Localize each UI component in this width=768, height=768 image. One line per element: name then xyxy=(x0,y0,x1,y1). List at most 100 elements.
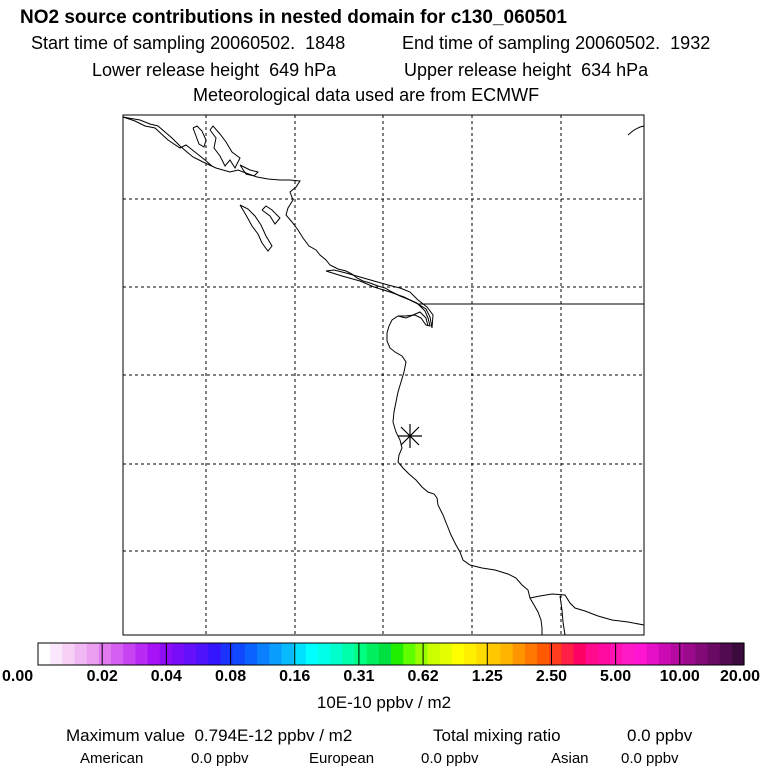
coastline-inlet-north xyxy=(122,116,213,167)
colorbar-tick-label: 0.04 xyxy=(150,668,182,685)
colorbar-cell xyxy=(610,643,623,665)
colorbar-tick-label: 2.50 xyxy=(535,668,568,685)
colorbar-cell xyxy=(427,643,441,665)
coastline-island-5 xyxy=(239,164,259,177)
coastline-southeast-inlet xyxy=(529,593,645,626)
colorbar-cell xyxy=(184,643,197,665)
colorbar-frame xyxy=(37,642,745,666)
coastline-sound xyxy=(397,311,429,327)
maximum-value-label: Maximum value 0.794E-12 ppbv / m2 xyxy=(66,726,353,745)
colorbar-cell xyxy=(658,643,672,665)
plot-title: NO2 source contributions in nested domai… xyxy=(20,7,567,28)
total-mixing-label: Total mixing ratio xyxy=(433,726,561,745)
colorbar-cell xyxy=(512,643,526,665)
colorbar-unit-label: 10E-10 ppbv / m2 xyxy=(316,693,452,712)
coastline-peninsula xyxy=(325,269,434,329)
colorbar-cell xyxy=(719,643,733,665)
colorbar-cell xyxy=(476,643,489,665)
colorbar-cell xyxy=(86,643,100,665)
colorbar-cell xyxy=(98,643,112,665)
colorbar-cell xyxy=(415,643,429,665)
coastline-northeast xyxy=(627,125,645,136)
european-value: 0.0 ppbv xyxy=(421,750,479,767)
coastline-island-4 xyxy=(261,205,281,225)
colorbar-cell xyxy=(707,643,721,665)
coastline-southeast-2 xyxy=(559,595,566,636)
colorbar-cell xyxy=(50,643,63,665)
colorbar-cell xyxy=(342,643,356,665)
european-label: European xyxy=(309,750,375,767)
lower-release-label: Lower release height 649 hPa xyxy=(92,60,337,80)
colorbar-cell xyxy=(670,643,684,665)
colorbar-cell xyxy=(244,643,258,665)
coastlines xyxy=(122,116,645,636)
colorbar-tick-label: 0.62 xyxy=(407,668,439,685)
colorbar-cell xyxy=(293,643,307,665)
upper-release-label: Upper release height 634 hPa xyxy=(404,60,649,80)
colorbar-cell xyxy=(135,643,149,665)
colorbar-cell xyxy=(439,643,453,665)
colorbar-cell xyxy=(403,643,416,665)
colorbar-cells xyxy=(38,643,745,665)
colorbar-tick-label: 20.00 xyxy=(719,668,760,685)
colorbar-cell xyxy=(330,643,343,665)
colorbar-cell xyxy=(378,643,392,665)
coastline-island-3 xyxy=(239,204,273,252)
total-mixing-value: 0.0 ppbv xyxy=(627,726,693,745)
colorbar-cell xyxy=(537,643,550,665)
colorbar-cell xyxy=(695,643,709,665)
colorbar-cell xyxy=(220,643,234,665)
colorbar-cell xyxy=(731,643,745,665)
colorbar-cell xyxy=(488,643,502,665)
colorbar-cell xyxy=(683,643,696,665)
start-time-label: Start time of sampling 20060502. 1848 xyxy=(31,33,346,53)
asian-label: Asian xyxy=(551,750,589,767)
colorbar-tick-label: 0.08 xyxy=(214,668,247,685)
colorbar-separators xyxy=(101,643,681,665)
colorbar-cell xyxy=(147,643,161,665)
coastline-main xyxy=(122,116,543,635)
colorbar-cell xyxy=(232,643,246,665)
release-site-marker xyxy=(398,424,422,448)
colorbar-tick-label: 0.02 xyxy=(86,668,118,685)
colorbar-cell xyxy=(305,643,319,665)
colorbar-cell xyxy=(111,643,124,665)
colorbar-cell xyxy=(123,643,136,665)
colorbar-cell xyxy=(585,643,599,665)
colorbar-tick-label: 10.00 xyxy=(659,668,700,685)
colorbar-cell xyxy=(622,643,636,665)
colorbar-tick-label: 0.31 xyxy=(343,668,375,685)
colorbar-cell xyxy=(500,643,514,665)
colorbar-cell xyxy=(74,643,88,665)
colorbar-cell xyxy=(317,643,331,665)
colorbar-cell xyxy=(281,643,295,665)
colorbar-tick-label: 0.00 xyxy=(2,668,34,685)
asian-value: 0.0 ppbv xyxy=(621,750,679,767)
colorbar-cell xyxy=(269,643,283,665)
colorbar-cell xyxy=(208,643,222,665)
colorbar-cell xyxy=(354,643,368,665)
end-time-label: End time of sampling 20060502. 1932 xyxy=(402,33,711,53)
colorbar-cell xyxy=(366,643,380,665)
coastline-island-2 xyxy=(209,125,241,170)
colorbar-cell xyxy=(451,643,465,665)
colorbar xyxy=(37,642,745,666)
colorbar-cell xyxy=(561,643,575,665)
colorbar-cell xyxy=(549,643,563,665)
colorbar-cell xyxy=(597,643,611,665)
colorbar-tick-label: 5.00 xyxy=(600,668,632,685)
colorbar-tick-label: 1.25 xyxy=(471,668,503,685)
colorbar-cell xyxy=(196,643,210,665)
american-value: 0.0 ppbv xyxy=(191,750,249,767)
colorbar-cell xyxy=(62,643,76,665)
colorbar-cell xyxy=(524,643,538,665)
marker-stroke xyxy=(400,426,420,446)
american-label: American xyxy=(80,750,144,767)
graticule xyxy=(123,115,644,635)
colorbar-cell xyxy=(257,643,270,665)
met-data-label: Meteorological data used are from ECMWF xyxy=(193,85,540,105)
colorbar-cell xyxy=(634,643,648,665)
colorbar-cell xyxy=(391,643,404,665)
coastline-island-1 xyxy=(192,125,207,148)
